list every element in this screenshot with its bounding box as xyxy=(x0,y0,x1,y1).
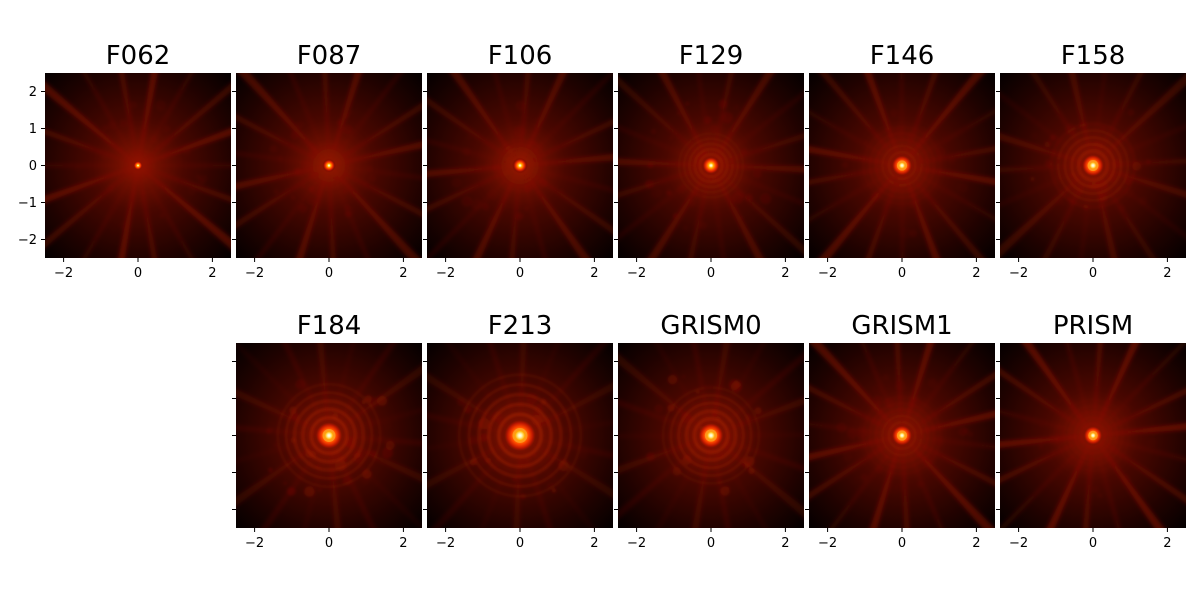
x-tick-label: −2 xyxy=(1009,266,1028,281)
psf-panel-f129: F129 −2 0 2 xyxy=(614,41,804,281)
x-tick-label: 0 xyxy=(516,536,524,551)
airy-rings xyxy=(451,100,548,221)
x-tick-label: −2 xyxy=(627,266,646,281)
panel-title: PRISM xyxy=(1053,311,1133,341)
psf-core xyxy=(702,157,720,174)
x-tick-label: 2 xyxy=(590,536,598,551)
y-tick-label: −2 xyxy=(18,233,37,248)
panel-title: F062 xyxy=(106,41,171,71)
x-tick-label: −2 xyxy=(245,266,264,281)
x-tick-label: 2 xyxy=(208,266,216,281)
psf-panel-f213: F213 −2 0 2 xyxy=(423,311,613,551)
airy-rings xyxy=(102,100,208,231)
psf-core xyxy=(504,419,536,452)
x-tick-label: 2 xyxy=(1163,266,1171,281)
psf-panel-f146: F146 −2 0 2 xyxy=(805,41,995,281)
panel-title: GRISM0 xyxy=(660,311,761,341)
psf-core xyxy=(315,422,343,449)
airy-rings xyxy=(266,379,395,497)
panel-title: F213 xyxy=(488,311,553,341)
x-tick-label: 2 xyxy=(972,266,980,281)
y-tick-label: 2 xyxy=(29,85,37,100)
x-tick-label: 2 xyxy=(399,266,407,281)
x-tick-label: 0 xyxy=(325,266,333,281)
x-tick-label: 0 xyxy=(516,266,524,281)
psf-core xyxy=(892,425,912,446)
diffraction-spikes xyxy=(45,73,231,258)
y-tick-label: −1 xyxy=(18,196,37,211)
x-tick-label: 2 xyxy=(1163,536,1171,551)
psf-panel-grism1: GRISM1 −2 0 2 xyxy=(805,311,995,551)
panel-title: F106 xyxy=(488,41,553,71)
psf-core xyxy=(1084,426,1102,445)
x-tick-label: 0 xyxy=(325,536,333,551)
airy-rings xyxy=(456,373,583,500)
x-tick-label: 2 xyxy=(781,536,789,551)
psf-panel-f184: F184 −2 0 2 xyxy=(232,311,422,551)
airy-rings xyxy=(269,110,377,218)
airy-rings xyxy=(836,373,974,488)
psf-core xyxy=(133,161,143,170)
x-tick-label: 2 xyxy=(972,536,980,551)
airy-rings xyxy=(1030,109,1151,212)
x-tick-label: −2 xyxy=(436,536,455,551)
psf-core xyxy=(513,158,527,173)
panel-title: GRISM1 xyxy=(851,311,952,341)
psf-core xyxy=(892,155,912,176)
airy-rings xyxy=(1038,398,1158,499)
panel-title: F146 xyxy=(870,41,935,71)
panel-title: F158 xyxy=(1061,41,1126,71)
panel-title: F184 xyxy=(297,311,362,341)
x-tick-label: −2 xyxy=(818,266,837,281)
x-tick-label: 0 xyxy=(898,536,906,551)
y-tick-label: 0 xyxy=(29,159,37,174)
psf-panel-f106: F106 −2 0 2 xyxy=(423,41,613,281)
x-tick-label: 0 xyxy=(707,536,715,551)
airy-rings xyxy=(841,109,956,240)
panel-title: F129 xyxy=(679,41,744,71)
x-tick-label: 0 xyxy=(707,266,715,281)
airy-rings xyxy=(645,99,772,231)
psf-panel-f087: F087 −2 0 2 xyxy=(232,41,422,281)
x-tick-label: −2 xyxy=(54,266,73,281)
diffraction-spikes xyxy=(1000,73,1186,258)
psf-core xyxy=(1082,154,1104,177)
x-tick-label: −2 xyxy=(627,536,646,551)
x-tick-label: −2 xyxy=(1009,536,1028,551)
panel-title: F087 xyxy=(297,41,362,71)
x-tick-label: 2 xyxy=(781,266,789,281)
x-tick-label: 0 xyxy=(134,266,142,281)
psf-panel-grism0: GRISM0 −2 0 2 xyxy=(614,311,804,551)
x-tick-label: 0 xyxy=(1089,536,1097,551)
airy-rings xyxy=(646,374,762,496)
psf-panel-prism: PRISM −2 0 2 xyxy=(996,311,1186,551)
x-tick-label: −2 xyxy=(245,536,264,551)
x-tick-label: 2 xyxy=(590,266,598,281)
x-tick-label: −2 xyxy=(818,536,837,551)
psf-core xyxy=(698,423,724,448)
x-tick-label: 0 xyxy=(1089,266,1097,281)
y-tick-label: 1 xyxy=(29,122,37,137)
x-tick-label: 2 xyxy=(399,536,407,551)
x-tick-label: −2 xyxy=(436,266,455,281)
psf-panel-f062: F062 −2 0 2 −2 −1 0 1 2 xyxy=(18,41,231,281)
psf-core xyxy=(323,159,335,172)
x-tick-label: 0 xyxy=(898,266,906,281)
psf-panel-f158: F158 −2 0 2 xyxy=(996,41,1186,281)
